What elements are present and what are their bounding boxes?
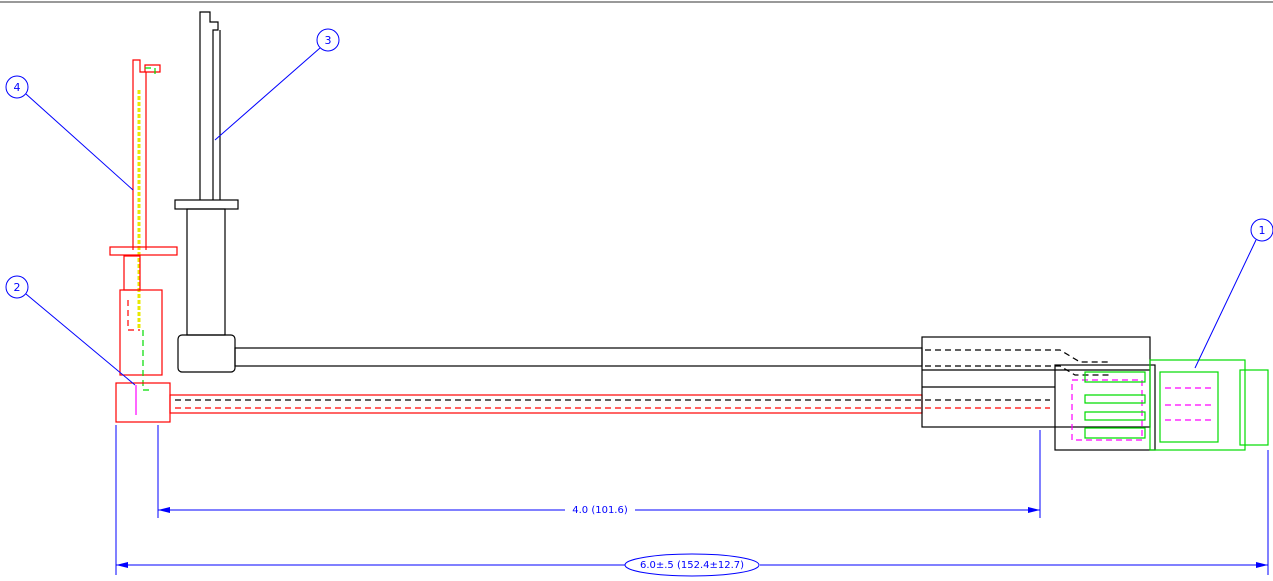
balloon-label: 3 bbox=[325, 34, 332, 47]
probe-black bbox=[174, 11, 239, 373]
connector bbox=[1054, 359, 1269, 451]
balloon-label: 2 bbox=[14, 281, 21, 294]
balloon-label: 1 bbox=[1259, 224, 1266, 237]
dimension-text: 6.0±.5 (152.4±12.7) bbox=[640, 560, 744, 571]
balloons: 1 2 3 4 bbox=[5, 28, 1273, 386]
dimensions: 4.0 (101.6) 6.0±.5 (152.4±12.7) bbox=[115, 425, 1269, 577]
dimension-text: 4.0 (101.6) bbox=[572, 505, 628, 516]
balloon-label: 4 bbox=[14, 81, 21, 94]
